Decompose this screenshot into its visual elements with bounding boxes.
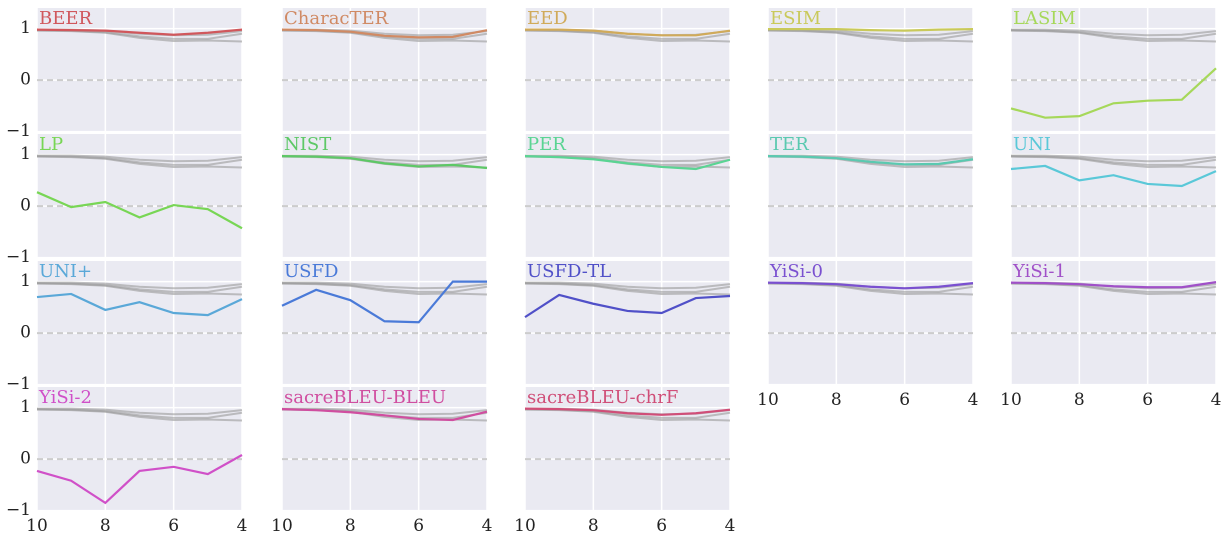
background-line (37, 154, 243, 163)
series-line (767, 155, 974, 166)
x-tick-label: 8 (831, 390, 842, 410)
series-line (36, 292, 243, 317)
panel-title: YiSi-2 (38, 387, 92, 408)
panel-title: ESIM (770, 8, 821, 29)
background-line (282, 281, 488, 290)
panel-title: USFD-TL (527, 261, 611, 282)
panel-background (37, 134, 242, 258)
x-tick-label: 8 (345, 516, 356, 536)
panel-title: BEER (39, 8, 93, 29)
series-line (524, 155, 731, 171)
panel-title: UNI (1013, 134, 1051, 155)
series-line (1010, 281, 1217, 289)
panel-title: USFD (284, 261, 338, 282)
series-line (768, 28, 974, 32)
series-line (1010, 67, 1217, 119)
background-line (1010, 155, 1217, 169)
x-tick-label: 10 (757, 390, 779, 410)
panel-title: TER (770, 134, 809, 155)
y-tick-label: 0 (20, 449, 31, 469)
y-tick-label: 1 (20, 144, 31, 164)
panel-title: CharacTER (284, 8, 389, 29)
x-tick-label: 4 (1211, 390, 1222, 410)
panel-title: UNI+ (39, 261, 92, 282)
panel-title: LP (39, 134, 63, 155)
panel-title: EED (527, 8, 568, 29)
series-line (36, 191, 243, 230)
series-line (767, 281, 974, 290)
background-line (282, 407, 488, 416)
panel-title: PER (527, 134, 566, 155)
x-tick-label: 6 (899, 390, 910, 410)
series-line (524, 407, 731, 416)
x-tick-label: 4 (482, 516, 493, 536)
x-tick-label: 4 (237, 516, 248, 536)
x-tick-label: 6 (656, 516, 667, 536)
background-line (281, 282, 488, 296)
panel-title: sacreBLEU-chrF (527, 387, 678, 408)
background-line (37, 281, 243, 290)
y-tick-label: 0 (20, 70, 31, 90)
series-line (525, 28, 731, 37)
x-tick-label: 4 (725, 516, 736, 536)
background-line (1011, 154, 1217, 163)
background-line (525, 281, 731, 290)
x-tick-label: 10 (514, 516, 536, 536)
y-tick-label: −1 (6, 374, 31, 394)
y-tick-label: 0 (20, 323, 31, 343)
panel-title: NIST (284, 134, 331, 155)
x-tick-label: 8 (100, 516, 111, 536)
series-line (36, 454, 243, 505)
background-line (36, 282, 243, 296)
x-tick-label: 8 (588, 516, 599, 536)
background-line (37, 407, 243, 416)
x-tick-label: 8 (1074, 390, 1085, 410)
background-line (524, 282, 731, 296)
x-tick-label: 6 (413, 516, 424, 536)
x-tick-label: 6 (1142, 390, 1153, 410)
x-tick-label: 10 (26, 516, 48, 536)
series-line (281, 408, 488, 422)
y-tick-label: 1 (20, 397, 31, 417)
x-tick-label: 10 (1000, 390, 1022, 410)
y-tick-label: 1 (20, 271, 31, 291)
y-tick-label: −1 (6, 500, 31, 520)
series-line (281, 280, 487, 324)
series-line (281, 155, 488, 170)
x-tick-label: 6 (168, 516, 179, 536)
background-line (1010, 29, 1217, 43)
x-tick-label: 4 (968, 390, 979, 410)
background-line (1011, 28, 1217, 37)
series-line (281, 28, 488, 39)
background-line (525, 154, 731, 163)
panel-title: sacreBLEU-BLEU (284, 387, 446, 408)
y-tick-label: −1 (6, 247, 31, 267)
x-tick-label: 10 (271, 516, 293, 536)
y-tick-label: 1 (20, 18, 31, 38)
panel-title: YiSi-1 (1012, 261, 1066, 282)
y-tick-label: −1 (6, 121, 31, 141)
series-line (36, 28, 243, 36)
panel-title: LASIM (1013, 8, 1076, 29)
background-line (767, 29, 974, 43)
series-line (1010, 164, 1217, 188)
y-tick-label: 0 (20, 196, 31, 216)
series-line (524, 293, 731, 319)
background-line (36, 155, 243, 169)
panel-title: YiSi-0 (769, 261, 823, 282)
background-line (36, 408, 243, 422)
background-line (524, 29, 731, 43)
